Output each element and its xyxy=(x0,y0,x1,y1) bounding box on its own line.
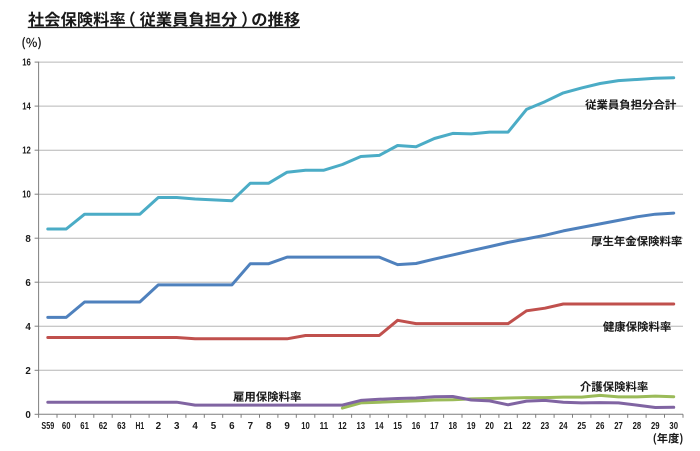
svg-text:2: 2 xyxy=(25,366,31,377)
svg-text:14: 14 xyxy=(22,102,31,113)
svg-text:25: 25 xyxy=(577,421,586,432)
svg-text:19: 19 xyxy=(467,421,476,432)
svg-text:20: 20 xyxy=(485,421,494,432)
svg-text:17: 17 xyxy=(430,421,439,432)
svg-text:28: 28 xyxy=(633,421,642,432)
svg-text:24: 24 xyxy=(559,421,568,432)
svg-text:12: 12 xyxy=(338,421,347,432)
svg-text:62: 62 xyxy=(99,421,108,432)
svg-text:6: 6 xyxy=(229,421,235,432)
svg-text:11: 11 xyxy=(320,421,329,432)
svg-text:S59: S59 xyxy=(41,421,54,432)
svg-text:10: 10 xyxy=(301,421,310,432)
svg-text:13: 13 xyxy=(357,421,366,432)
svg-text:27: 27 xyxy=(614,421,623,432)
svg-text:4: 4 xyxy=(25,322,31,333)
svg-text:10: 10 xyxy=(22,190,31,201)
svg-text:18: 18 xyxy=(449,421,458,432)
svg-text:8: 8 xyxy=(25,234,31,245)
svg-text:14: 14 xyxy=(375,421,384,432)
svg-text:23: 23 xyxy=(541,421,550,432)
svg-text:9: 9 xyxy=(284,421,290,432)
svg-text:21: 21 xyxy=(504,421,513,432)
svg-text:26: 26 xyxy=(596,421,605,432)
svg-text:5: 5 xyxy=(211,421,217,432)
svg-text:6: 6 xyxy=(25,278,31,289)
svg-text:29: 29 xyxy=(651,421,660,432)
svg-text:7: 7 xyxy=(248,421,254,432)
svg-text:63: 63 xyxy=(117,421,126,432)
svg-text:61: 61 xyxy=(80,421,89,432)
svg-text:3: 3 xyxy=(174,421,180,432)
svg-text:2: 2 xyxy=(156,421,162,432)
svg-text:8: 8 xyxy=(266,421,272,432)
svg-text:H1: H1 xyxy=(136,421,145,432)
svg-text:0: 0 xyxy=(25,410,31,421)
svg-text:12: 12 xyxy=(22,146,31,157)
svg-text:22: 22 xyxy=(522,421,531,432)
svg-text:30: 30 xyxy=(669,421,678,432)
svg-text:15: 15 xyxy=(393,421,402,432)
svg-text:60: 60 xyxy=(62,421,71,432)
svg-text:16: 16 xyxy=(412,421,421,432)
svg-text:16: 16 xyxy=(22,58,31,69)
svg-text:4: 4 xyxy=(192,421,198,432)
